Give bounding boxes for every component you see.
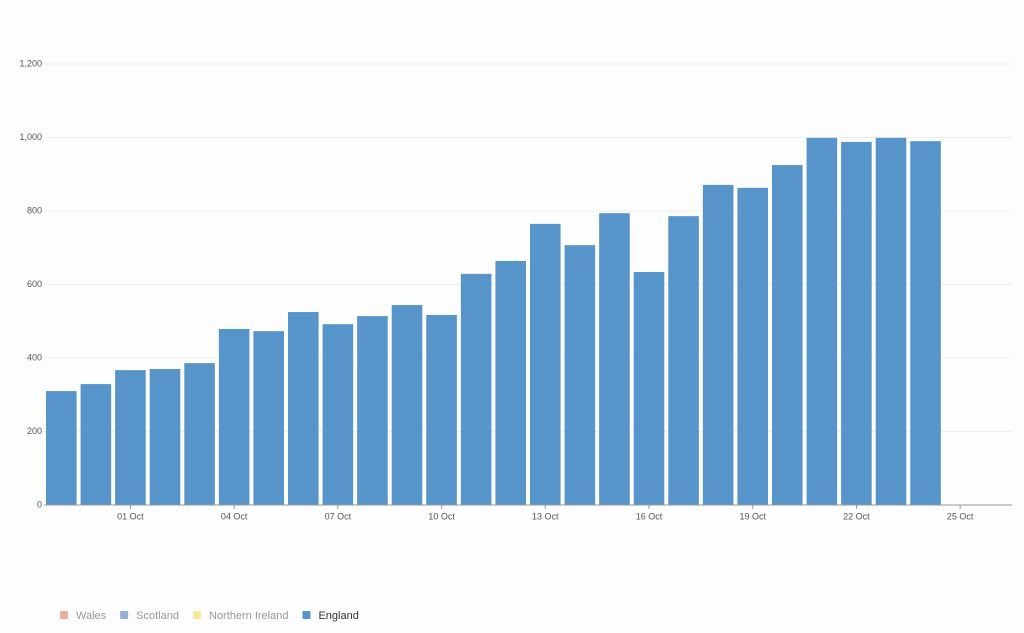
bar xyxy=(218,328,250,505)
y-tick-label: 800 xyxy=(27,205,42,215)
bar xyxy=(564,245,596,506)
bar xyxy=(737,187,768,505)
y-tick-label: 200 xyxy=(27,426,42,436)
legend-swatch[interactable] xyxy=(192,611,201,619)
bar xyxy=(253,331,284,505)
legend-swatch[interactable] xyxy=(302,611,311,619)
bar xyxy=(530,223,561,506)
x-tick-label: 13 Oct xyxy=(532,511,559,521)
bar xyxy=(495,260,526,505)
legend-label[interactable]: Northern Ireland xyxy=(209,610,289,622)
bar xyxy=(841,141,872,505)
bar xyxy=(391,305,423,505)
bar xyxy=(702,184,734,505)
x-tick-label: 10 Oct xyxy=(428,511,455,521)
bar xyxy=(460,273,492,505)
x-tick-label: 22 Oct xyxy=(843,511,870,521)
bar xyxy=(357,316,388,505)
x-tick-label: 07 Oct xyxy=(325,511,352,521)
bar xyxy=(668,216,699,505)
bar xyxy=(633,272,665,505)
y-tick-label: 400 xyxy=(27,352,42,362)
legend-label[interactable]: England xyxy=(318,610,358,622)
x-tick-label: 04 Oct xyxy=(221,511,248,521)
legend-swatch[interactable] xyxy=(120,611,129,619)
bar xyxy=(806,137,838,505)
legend-label[interactable]: Scotland xyxy=(136,610,179,622)
bar xyxy=(322,324,354,505)
bar xyxy=(910,141,941,506)
bar xyxy=(149,369,181,505)
bar xyxy=(875,137,907,505)
y-tick-label: 1,000 xyxy=(19,132,42,142)
y-tick-label: 0 xyxy=(37,499,42,509)
bar xyxy=(599,213,630,505)
bar xyxy=(80,384,112,505)
legend-label[interactable]: Wales xyxy=(76,610,107,622)
x-tick-label: 01 Oct xyxy=(117,511,144,521)
bar xyxy=(184,363,215,505)
bar xyxy=(46,391,77,505)
bar xyxy=(426,315,457,505)
bar xyxy=(772,165,803,505)
x-tick-label: 16 Oct xyxy=(636,511,663,521)
bar xyxy=(288,312,319,505)
bar xyxy=(115,370,146,505)
y-tick-label: 1,200 xyxy=(19,58,42,68)
legend-swatch[interactable] xyxy=(60,611,68,619)
x-tick-label: 25 Oct xyxy=(947,511,974,521)
y-tick-label: 600 xyxy=(27,279,42,289)
x-tick-label: 19 Oct xyxy=(739,511,766,521)
